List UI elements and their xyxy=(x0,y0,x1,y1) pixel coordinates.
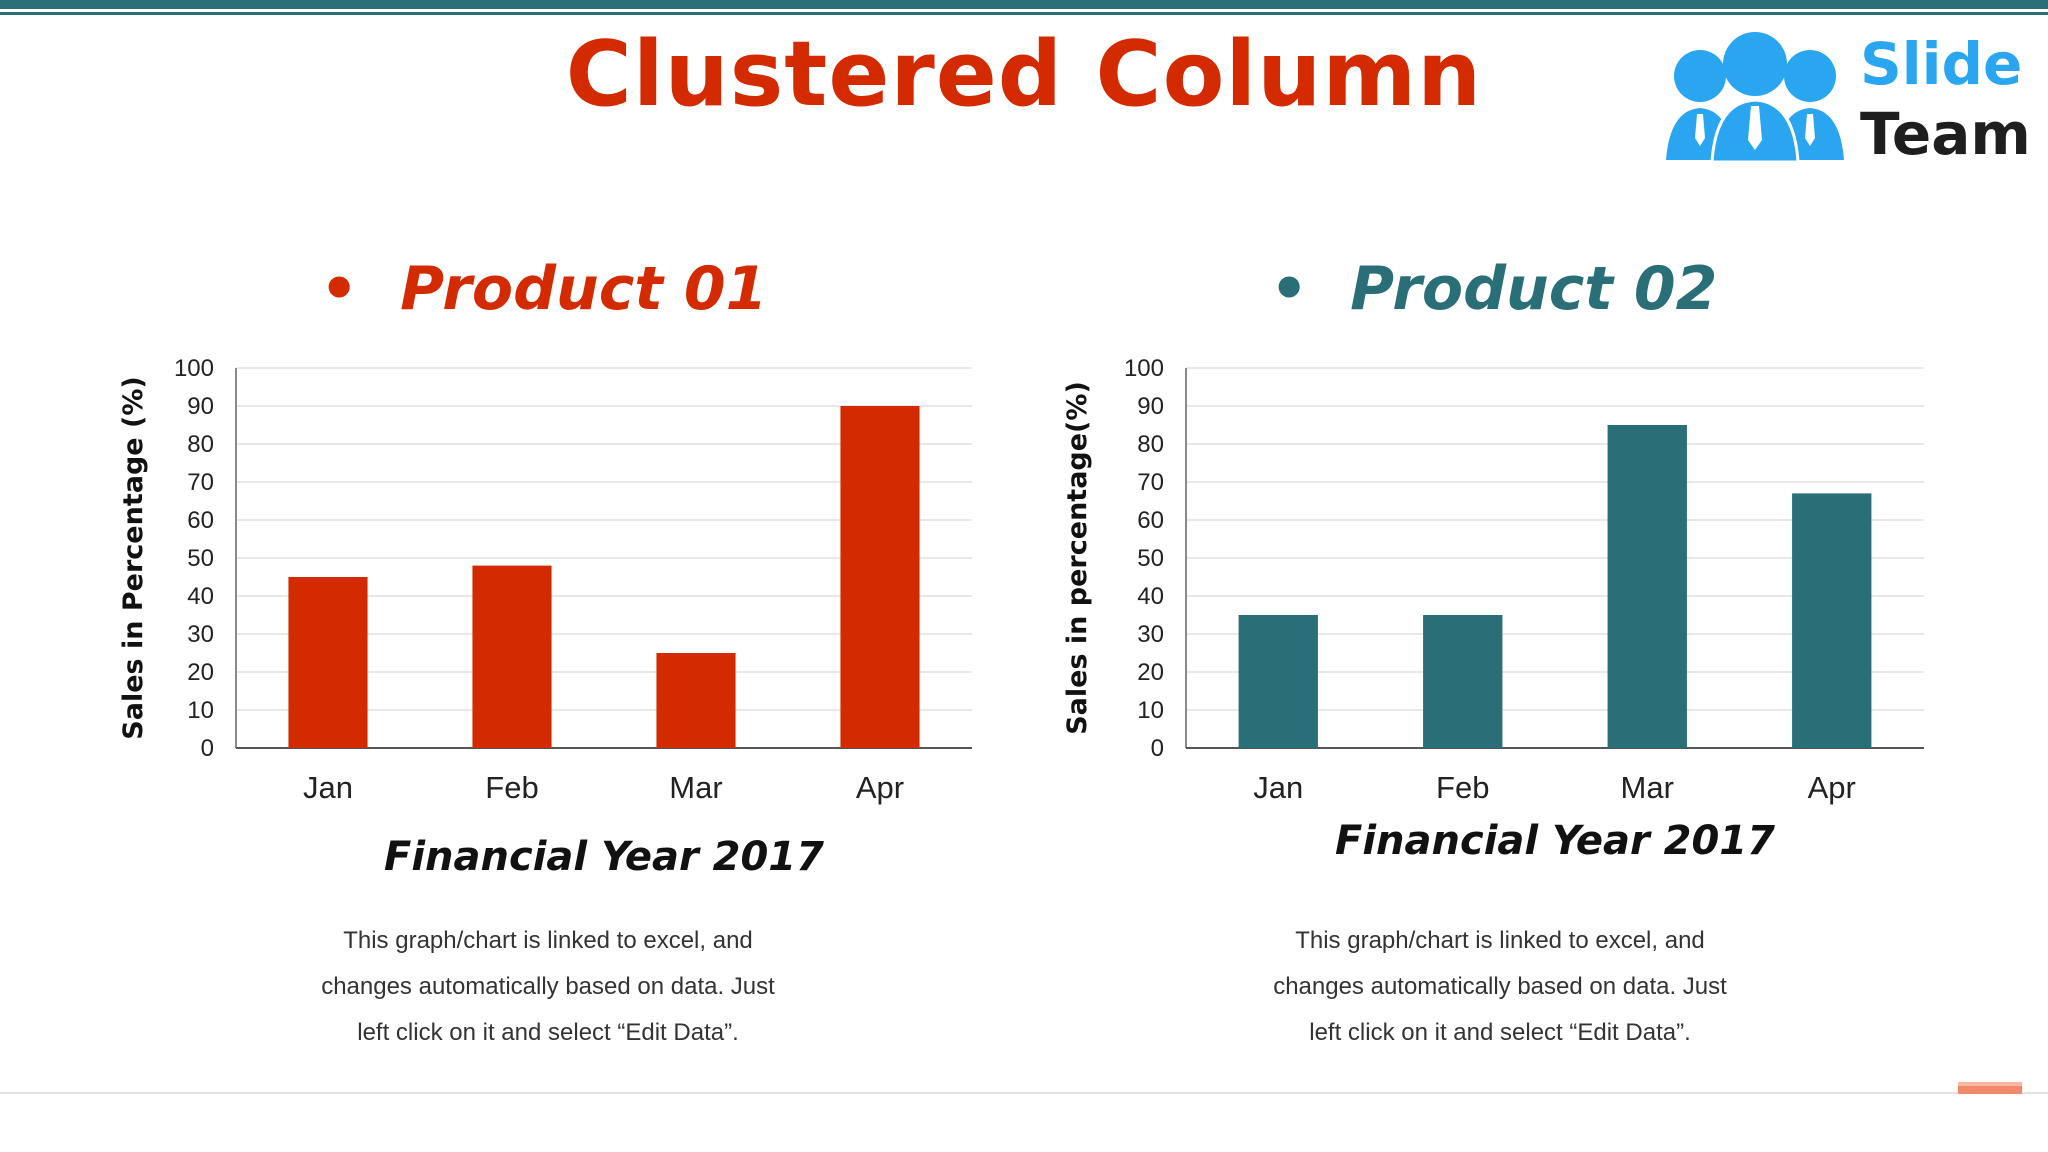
chart-panel-product-02[interactable]: • Product 02 0 10 20 30 40 50 60 70 80 90 100 Jan Fe… xyxy=(1052,240,1992,880)
y-tick-label: 90 xyxy=(187,393,214,420)
bar-apr xyxy=(1792,493,1872,748)
y-tick-label: 50 xyxy=(1137,545,1164,572)
x-tick-label: Apr xyxy=(856,770,904,805)
product-01-title: • Product 01 xyxy=(320,254,767,324)
y-tick-label: 20 xyxy=(187,659,214,686)
y-tick-label: 10 xyxy=(187,697,214,724)
slideteam-logo: Slide Team xyxy=(1660,28,2031,168)
top-accent-bar xyxy=(0,0,2048,9)
product-02-title: • Product 02 xyxy=(1270,254,1717,324)
x-tick-label: Mar xyxy=(669,770,722,805)
y-tick-label: 60 xyxy=(187,507,214,534)
y-tick-label: 50 xyxy=(187,545,214,572)
x-tick-label: Apr xyxy=(1808,770,1856,805)
y-tick-label: 60 xyxy=(1137,507,1164,534)
bar-feb xyxy=(1423,615,1503,748)
people-icon xyxy=(1666,32,1844,164)
product-02-title-text: Product 02 xyxy=(1350,254,1718,324)
y-tick-label: 80 xyxy=(1137,431,1164,458)
caption-line-3: left click on it and select “Edit Data”. xyxy=(1309,1019,1691,1046)
caption-right: This graph/chart is linked to excel, and… xyxy=(1220,918,1780,1056)
y-axis-title: Sales in percentage(%) xyxy=(1062,381,1093,735)
y-tick-label: 30 xyxy=(187,621,214,648)
bottom-divider xyxy=(0,1092,2048,1094)
y-tick-label: 10 xyxy=(1137,697,1164,724)
logo-text-team: Team xyxy=(1860,100,2031,168)
product-01-title-text: Product 01 xyxy=(400,254,768,324)
product-01-chart[interactable]: 0 10 20 30 40 50 60 70 80 90 100 Jan Feb Mar Apr Financ… xyxy=(100,240,1040,880)
y-tick-label: 0 xyxy=(201,735,214,762)
y-tick-label: 70 xyxy=(187,469,214,496)
caption-line-3: left click on it and select “Edit Data”. xyxy=(357,1019,739,1046)
chart-panel-product-01[interactable]: • Product 01 0 10 20 30 40 50 60 70 80 90 100 Jan Fe… xyxy=(100,240,1040,880)
x-tick-label: Jan xyxy=(1253,770,1303,805)
bar-jan xyxy=(288,577,368,748)
caption-line-1: This graph/chart is linked to excel, and xyxy=(1295,927,1705,954)
x-axis-title: Financial Year 2017 xyxy=(1335,818,1775,864)
bullet-icon: • xyxy=(320,254,401,324)
y-tick-label: 20 xyxy=(1137,659,1164,686)
caption-line-1: This graph/chart is linked to excel, and xyxy=(343,927,753,954)
bar-jan xyxy=(1238,615,1318,748)
y-tick-label: 40 xyxy=(1137,583,1164,610)
caption-left: This graph/chart is linked to excel, and… xyxy=(268,918,828,1056)
bullet-icon: • xyxy=(1270,254,1351,324)
y-axis-title: Sales in Percentage (%) xyxy=(118,376,149,739)
y-tick-label: 30 xyxy=(1137,621,1164,648)
x-tick-label: Jan xyxy=(303,770,353,805)
bar-apr xyxy=(840,406,920,748)
product-02-chart[interactable]: 0 10 20 30 40 50 60 70 80 90 100 Jan Feb Mar Apr Financ… xyxy=(1052,240,1992,880)
bar-feb xyxy=(472,565,552,748)
y-tick-label: 100 xyxy=(1124,355,1164,382)
y-tick-label: 80 xyxy=(187,431,214,458)
y-tick-label: 0 xyxy=(1151,735,1164,762)
x-tick-label: Mar xyxy=(1621,770,1674,805)
slide-title: Clustered Column xyxy=(565,22,1483,127)
caption-line-2: changes automatically based on data. Jus… xyxy=(1273,973,1727,1000)
bar-mar xyxy=(656,653,736,748)
bar-mar xyxy=(1607,425,1687,748)
y-tick-label: 40 xyxy=(187,583,214,610)
bottom-accent-mark xyxy=(1958,1082,2022,1094)
x-tick-label: Feb xyxy=(485,770,538,805)
y-tick-label: 70 xyxy=(1137,469,1164,496)
logo-text-slide: Slide xyxy=(1860,30,2023,98)
caption-line-2: changes automatically based on data. Jus… xyxy=(321,973,775,1000)
y-tick-label: 90 xyxy=(1137,393,1164,420)
top-accent-line xyxy=(0,12,2048,15)
y-tick-label: 100 xyxy=(174,355,214,382)
x-axis-title: Financial Year 2017 xyxy=(384,834,824,880)
x-tick-label: Feb xyxy=(1436,770,1489,805)
